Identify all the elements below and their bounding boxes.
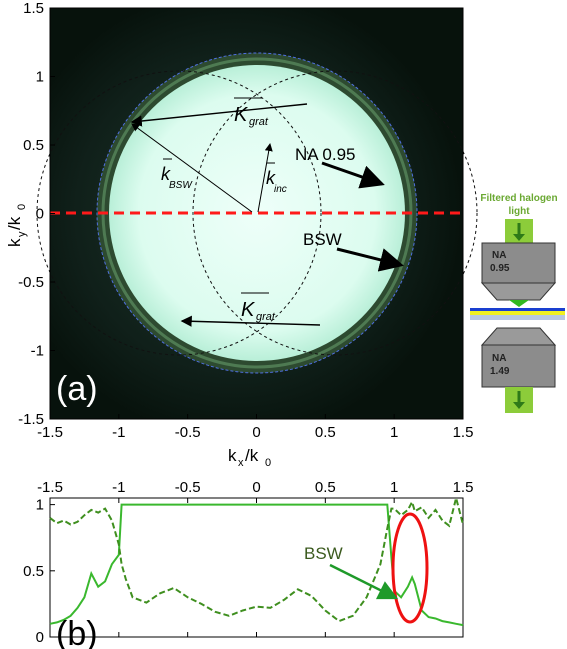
shifted-circle-right <box>192 70 478 356</box>
focus-cone <box>509 300 529 307</box>
panel-b-y-ticks: 10.50 <box>23 497 55 646</box>
na-circle <box>96 52 418 374</box>
panel-b-series <box>49 497 464 627</box>
shifted-circle-left <box>36 70 322 356</box>
setup-title-line2: light <box>508 206 530 217</box>
sample-layer-yellow <box>470 311 565 315</box>
pupil-disk <box>109 65 405 361</box>
panel-a-y-ticks: 1.5 1 0.5 0 -0.5 -1 -1.5 <box>18 0 55 428</box>
y-tick-label: -1 <box>31 343 44 360</box>
svg-text:k: k <box>5 238 24 247</box>
y-tick-label: -1.5 <box>18 411 44 428</box>
svg-text:y: y <box>16 231 28 237</box>
svg-text:grat: grat <box>256 311 276 323</box>
svg-text:k: k <box>228 446 237 465</box>
k-grat-bottom-label: K grat <box>241 292 276 323</box>
k-grat-bottom-arrow <box>180 315 321 327</box>
svg-text:K: K <box>234 104 249 126</box>
setup-title-line1: Filtered halogen <box>480 193 557 204</box>
b-x-tick-label: 0.5 <box>315 479 336 496</box>
y-tick-label: 1.5 <box>23 0 44 17</box>
k-inc-arrow <box>257 143 273 213</box>
light-arrowhead-bottom <box>513 402 525 409</box>
na-pointer-arrow <box>321 161 385 189</box>
top-objective-na-value: 0.95 <box>490 263 510 274</box>
svg-text:x: x <box>238 457 244 469</box>
b-x-tick-label: 1.5 <box>453 479 474 496</box>
x-tick-label: -1.5 <box>37 424 63 441</box>
na-label: NA 0.95 <box>295 145 356 164</box>
b-x-tick-label: -1.5 <box>37 479 63 496</box>
light-arrowhead-top <box>513 234 525 241</box>
k-inc-label: k inc <box>266 162 287 195</box>
bottom-objective <box>481 344 556 388</box>
y-axis-title: k y /k 0 <box>5 204 28 247</box>
x-tick-label: -0.5 <box>175 424 201 441</box>
k-bsw-arrow <box>131 123 253 213</box>
b-x-tick-label: -0.5 <box>175 479 201 496</box>
b-y-tick-label: 1 <box>36 497 44 514</box>
panel-a-label: (a) <box>56 370 98 408</box>
top-objective-na-label: NA <box>492 250 506 261</box>
panel-a: K grat k BSW k inc K grat NA 0.95 BSW (a… <box>5 0 478 469</box>
svg-text:k: k <box>161 164 171 184</box>
svg-text:grat: grat <box>249 116 269 128</box>
panel-b-label: (b) <box>56 615 98 649</box>
x-tick-label: 0.5 <box>315 424 336 441</box>
k-grat-top-arrow <box>130 103 308 127</box>
bsw-label-a: BSW <box>303 230 342 249</box>
sample-layer-blue <box>470 308 565 311</box>
x-tick-label: 1 <box>390 424 398 441</box>
svg-text:inc: inc <box>274 184 287 195</box>
b-y-tick-label: 0.5 <box>23 563 44 580</box>
svg-text:BSW: BSW <box>169 180 193 191</box>
panel-b-x-ticks: -1.5 -1 -0.5 0 0.5 1 1.5 <box>37 479 473 637</box>
svg-text:0: 0 <box>16 204 28 210</box>
top-objective <box>481 242 556 284</box>
b-x-tick-label: -1 <box>112 479 125 496</box>
setup-schematic: Filtered halogen light NA 0.95 NA 1.49 <box>470 193 565 413</box>
panel-b: -1.5 -1 -0.5 0 0.5 1 1.5 10.50 BSW (b) <box>23 479 473 649</box>
top-objective-nose <box>480 282 557 301</box>
x-tick-label: -1 <box>112 424 125 441</box>
svg-text:k: k <box>266 168 276 188</box>
k-grat-top-label: K grat <box>234 97 269 128</box>
panel-a-x-ticks: -1.5 -1 -0.5 0 0.5 1 1.5 <box>37 414 473 441</box>
series-solid-line <box>49 503 464 627</box>
bottom-objective-na-label: NA <box>492 353 506 364</box>
y-tick-label: -0.5 <box>18 274 44 291</box>
y-tick-label: 0.5 <box>23 137 44 154</box>
bsw-label-b: BSW <box>304 544 343 563</box>
svg-text:/k: /k <box>5 216 24 230</box>
bottom-objective-na-value: 1.49 <box>490 366 510 377</box>
series-dashed-line <box>49 497 464 623</box>
svg-text:K: K <box>241 299 256 321</box>
bsw-pointer-b <box>329 563 399 600</box>
b-x-tick-label: 1 <box>390 479 398 496</box>
b-y-tick-label: 0 <box>36 629 44 646</box>
x-axis-title: k x /k 0 <box>228 446 271 469</box>
y-tick-label: 0 <box>36 206 44 223</box>
bottom-objective-nose <box>480 327 557 346</box>
k-bsw-label: k BSW <box>161 158 193 191</box>
svg-text:/k: /k <box>245 446 259 465</box>
bsw-pointer-arrow <box>336 247 404 272</box>
svg-text:0: 0 <box>265 457 271 469</box>
x-tick-label: 0 <box>252 424 260 441</box>
x-tick-label: 1.5 <box>453 424 474 441</box>
sample-substrate <box>470 315 565 320</box>
bsw-highlight-ellipse <box>391 512 429 624</box>
y-tick-label: 1 <box>36 69 44 86</box>
b-x-tick-label: 0 <box>252 479 260 496</box>
